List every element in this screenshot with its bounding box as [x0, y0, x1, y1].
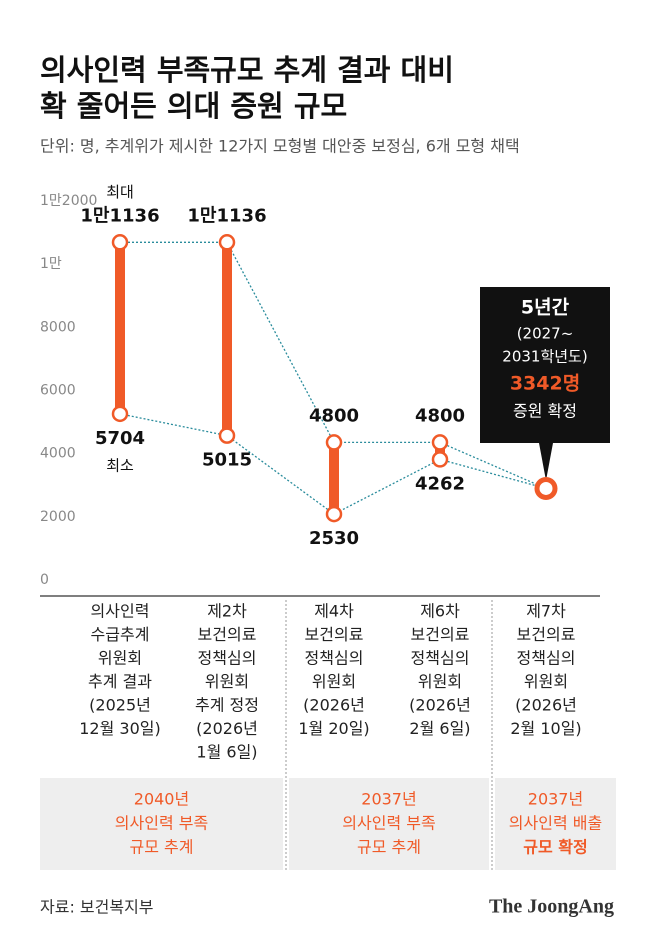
- x-category-label: 보건의료: [411, 625, 470, 644]
- title-line: 확 줄어든 의대 증원 규모: [40, 89, 347, 123]
- x-category-label: 추계 정정: [195, 696, 259, 715]
- group-label: 규모 추계: [357, 838, 421, 857]
- value-label: 5015: [202, 450, 252, 471]
- connector-line: [119, 413, 441, 515]
- x-category-label: 정책심의: [198, 649, 257, 668]
- y-tick-label: 2000: [40, 509, 76, 525]
- value-label: 4262: [415, 473, 465, 494]
- x-category-label: 12월 30일): [79, 719, 161, 738]
- value-label: 4800: [415, 405, 465, 426]
- group-label: 의사인력 배출: [509, 814, 602, 833]
- range-bar: [435, 442, 445, 460]
- x-category-label: 위원회: [312, 672, 356, 691]
- callout-note: 증원 확정: [513, 402, 577, 421]
- group-box: [289, 778, 489, 870]
- x-category-label: 보건의료: [305, 625, 364, 644]
- x-category-label: 위원회: [418, 672, 462, 691]
- group-label: 2037년: [361, 790, 416, 809]
- group-label: 2040년: [134, 790, 189, 809]
- highlight-point: [534, 476, 558, 500]
- series-name: 최대: [106, 183, 134, 201]
- group-label: 의사인력 부족: [115, 814, 208, 833]
- range-bar: [222, 242, 232, 436]
- x-category-label: 제6차: [420, 602, 460, 621]
- x-category-label: (2026년: [409, 696, 471, 715]
- source: 자료: 보건복지부: [40, 898, 154, 917]
- value-label: 2530: [309, 528, 359, 549]
- value-label: 1만1136: [187, 205, 266, 226]
- value-label: 1만1136: [80, 205, 159, 226]
- y-tick-label: 6000: [40, 383, 76, 399]
- x-category-label: 제4차: [314, 602, 354, 621]
- x-category-label: 의사인력: [91, 602, 150, 621]
- x-category-label: 1월 6일): [196, 743, 257, 762]
- callout-title: 5년간: [521, 297, 570, 319]
- group-label: 규모 추계: [130, 838, 194, 857]
- callout-box: [480, 287, 610, 443]
- series-name: 최소: [106, 456, 134, 474]
- x-category-label: 수급추계: [91, 625, 150, 644]
- value-label: 4800: [309, 405, 359, 426]
- range-bar: [329, 442, 339, 515]
- point: [325, 434, 343, 451]
- brand: The JoongAng: [489, 896, 614, 918]
- x-category-label: 위원회: [98, 649, 142, 668]
- point: [431, 434, 449, 451]
- point: [111, 234, 129, 251]
- x-category-label: 위원회: [524, 672, 568, 691]
- x-category-label: 정책심의: [305, 649, 364, 668]
- x-category-label: 1월 20일): [298, 719, 369, 738]
- y-tick-label: 4000: [40, 446, 76, 462]
- y-tick-label: 8000: [40, 319, 76, 335]
- callout-period: (2027~: [517, 325, 574, 343]
- group-label: 2037년: [528, 790, 583, 809]
- range-bar: [115, 242, 125, 414]
- x-category-label: 정책심의: [411, 649, 470, 668]
- value-label: 5704: [95, 428, 145, 449]
- group-box: [495, 778, 616, 870]
- group-label: 의사인력 부족: [342, 814, 435, 833]
- callout-period: 2031학년도): [502, 348, 587, 366]
- x-category-label: (2026년: [303, 696, 365, 715]
- x-category-label: 정책심의: [517, 649, 576, 668]
- group-label: 규모 확정: [523, 838, 587, 857]
- point: [325, 505, 343, 523]
- x-category-label: 추계 결과: [88, 672, 152, 691]
- connector-line: [120, 241, 440, 444]
- title-line: 의사인력 부족규모 추계 결과 대비: [40, 53, 454, 87]
- y-tick-label: 0: [40, 572, 49, 588]
- point: [431, 451, 449, 468]
- point: [111, 405, 129, 423]
- connector-line: [439, 441, 547, 490]
- x-category-label: 보건의료: [198, 625, 257, 644]
- subtitle: 단위: 명, 추계위가 제시한 12가지 모형별 대안중 보정심, 6개 모형 …: [40, 137, 520, 156]
- x-category-label: 보건의료: [517, 625, 576, 644]
- callout-pointer: [539, 443, 553, 481]
- y-tick-label: 1만2000: [40, 193, 97, 209]
- point: [218, 234, 236, 251]
- x-category-label: (2026년: [515, 696, 577, 715]
- point: [218, 427, 236, 444]
- x-category-label: 2월 10일): [510, 719, 581, 738]
- x-category-label: 제2차: [207, 602, 247, 621]
- x-category-label: 위원회: [205, 672, 249, 691]
- group-box: [40, 778, 283, 870]
- y-tick-label: 1만: [40, 256, 62, 272]
- x-category-label: (2026년: [196, 719, 258, 738]
- x-category-label: (2025년: [89, 696, 151, 715]
- x-category-label: 제7차: [526, 602, 566, 621]
- x-category-label: 2월 6일): [409, 719, 470, 738]
- callout-value: 3342명: [510, 373, 580, 395]
